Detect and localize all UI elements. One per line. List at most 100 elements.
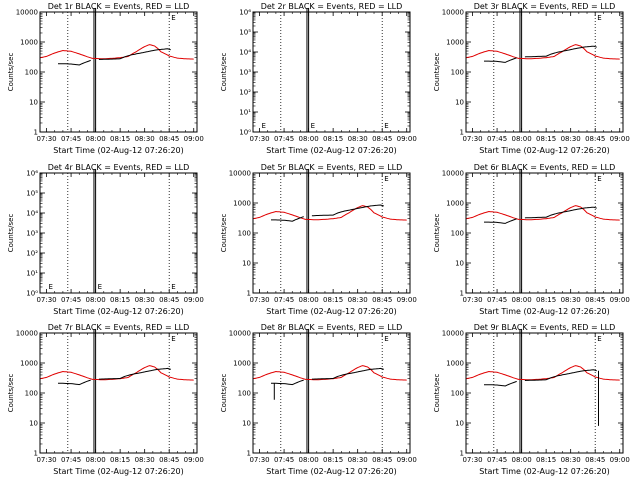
- marker-label: E: [384, 175, 388, 183]
- x-tick-label: 08:45: [585, 296, 605, 304]
- panel-title: Det 4r BLACK = Events, RED = LLD: [48, 163, 190, 172]
- y-axis-label: Counts/sec: [220, 374, 228, 413]
- y-tick-label: 10⁶: [26, 170, 38, 178]
- plot-frame: [252, 11, 411, 133]
- y-tick-label: 10⁵: [239, 29, 251, 37]
- y-tick-label: 1: [34, 129, 38, 137]
- x-tick-label: 08:00: [86, 135, 106, 143]
- x-tick-label: 08:15: [536, 296, 556, 304]
- events-series-line: [484, 206, 597, 224]
- events-series-line: [58, 48, 171, 66]
- x-tick-label: 07:30: [249, 296, 269, 304]
- y-tick-label: 10³: [239, 69, 251, 77]
- y-axis-label: Counts/sec: [433, 214, 441, 253]
- det-panel-1: Det 1r BLACK = Events, RED = LLD Counts/s…: [7, 2, 204, 155]
- y-tick-label: 10: [455, 420, 464, 428]
- lld-series-line: [465, 44, 620, 60]
- x-tick-label: 08:00: [299, 135, 319, 143]
- y-tick-label: 10000: [442, 170, 464, 178]
- x-tick-label: 09:00: [184, 296, 204, 304]
- x-tick-label: 08:00: [86, 296, 106, 304]
- x-tick-label: 08:15: [536, 456, 556, 464]
- x-tick-label: 07:45: [487, 456, 507, 464]
- marker-label: E: [311, 122, 315, 130]
- det-panel-4: Det 4r BLACK = Events, RED = LLD Counts/s…: [7, 163, 204, 316]
- y-tick-label: 100: [238, 230, 251, 238]
- y-tick-label: 1: [34, 450, 38, 458]
- x-tick-label: 07:30: [462, 456, 482, 464]
- y-tick-label: 1000: [446, 39, 464, 47]
- y-axis-label: Counts/sec: [433, 53, 441, 92]
- plot-frame: [39, 172, 198, 294]
- x-tick-label: 09:00: [184, 456, 204, 464]
- y-tick-label: 1: [247, 450, 251, 458]
- y-tick-label: 100: [451, 390, 464, 398]
- marker-label: E: [171, 335, 175, 343]
- y-tick-label: 100: [238, 390, 251, 398]
- y-tick-label: 10⁶: [239, 9, 251, 17]
- x-tick-label: 08:45: [159, 135, 179, 143]
- panel-title: Det 7r BLACK = Events, RED = LLD: [48, 323, 190, 332]
- y-tick-label: 10: [455, 260, 464, 268]
- x-tick-label: 09:00: [610, 456, 630, 464]
- x-axis-label: Start Time (02-Aug-12 07:26:20): [266, 307, 397, 316]
- panel-title: Det 9r BLACK = Events, RED = LLD: [474, 323, 616, 332]
- y-tick-label: 10⁰: [26, 290, 38, 298]
- det-panel-7: Det 7r BLACK = Events, RED = LLD Counts/s…: [7, 323, 204, 476]
- x-tick-label: 07:30: [249, 135, 269, 143]
- x-tick-label: 08:30: [561, 456, 581, 464]
- lld-series-line: [465, 365, 620, 381]
- x-tick-label: 09:00: [397, 135, 417, 143]
- x-tick-label: 07:30: [249, 456, 269, 464]
- det-panel-6: Det 6r BLACK = Events, RED = LLD Counts/s…: [433, 163, 630, 316]
- det-panel-9: Det 9r BLACK = Events, RED = LLD Counts/s…: [433, 323, 630, 476]
- y-tick-label: 10000: [16, 9, 38, 17]
- y-tick-label: 1000: [233, 200, 251, 208]
- y-tick-label: 1000: [233, 360, 251, 368]
- events-series-line: [484, 369, 599, 426]
- plot-frame: [252, 332, 411, 454]
- events-series-line: [271, 204, 384, 222]
- panel-title: Det 3r BLACK = Events, RED = LLD: [474, 2, 616, 11]
- marker-label: E: [49, 283, 53, 291]
- x-tick-label: 08:15: [323, 135, 343, 143]
- det-panel-8: Det 8r BLACK = Events, RED = LLD Counts/s…: [220, 323, 417, 476]
- y-tick-label: 10: [29, 420, 38, 428]
- x-tick-label: 08:45: [372, 135, 392, 143]
- y-tick-label: 100: [25, 69, 38, 77]
- y-tick-label: 10²: [26, 250, 38, 258]
- x-tick-label: 08:30: [348, 456, 368, 464]
- x-axis-label: Start Time (02-Aug-12 07:26:20): [266, 146, 397, 155]
- x-tick-label: 08:30: [135, 456, 155, 464]
- y-tick-label: 100: [25, 390, 38, 398]
- y-tick-label: 100: [451, 69, 464, 77]
- x-tick-label: 09:00: [184, 135, 204, 143]
- x-tick-label: 08:45: [159, 456, 179, 464]
- y-tick-label: 1: [247, 290, 251, 298]
- y-tick-label: 10⁵: [26, 190, 38, 198]
- x-tick-label: 08:15: [110, 135, 130, 143]
- y-tick-label: 1000: [20, 360, 38, 368]
- x-tick-label: 08:00: [512, 456, 532, 464]
- lld-series-line: [465, 205, 620, 221]
- events-series-line: [271, 367, 384, 400]
- x-tick-label: 07:30: [462, 296, 482, 304]
- plot-frame: [465, 11, 624, 133]
- y-tick-label: 10⁴: [26, 210, 38, 218]
- y-axis-label: Counts/sec: [220, 53, 228, 92]
- y-tick-label: 10: [242, 260, 251, 268]
- x-tick-label: 08:30: [348, 296, 368, 304]
- events-series-line: [58, 367, 171, 386]
- y-tick-label: 10²: [239, 89, 251, 97]
- marker-label: E: [262, 122, 266, 130]
- marker-label: E: [384, 122, 388, 130]
- events-series-line: [484, 45, 597, 63]
- y-tick-label: 10¹: [26, 270, 38, 278]
- y-axis-label: Counts/sec: [7, 214, 15, 253]
- x-tick-label: 08:30: [561, 135, 581, 143]
- y-tick-label: 1: [460, 290, 464, 298]
- y-tick-label: 10000: [229, 330, 251, 338]
- plot-frame: [465, 332, 624, 454]
- x-tick-label: 09:00: [610, 296, 630, 304]
